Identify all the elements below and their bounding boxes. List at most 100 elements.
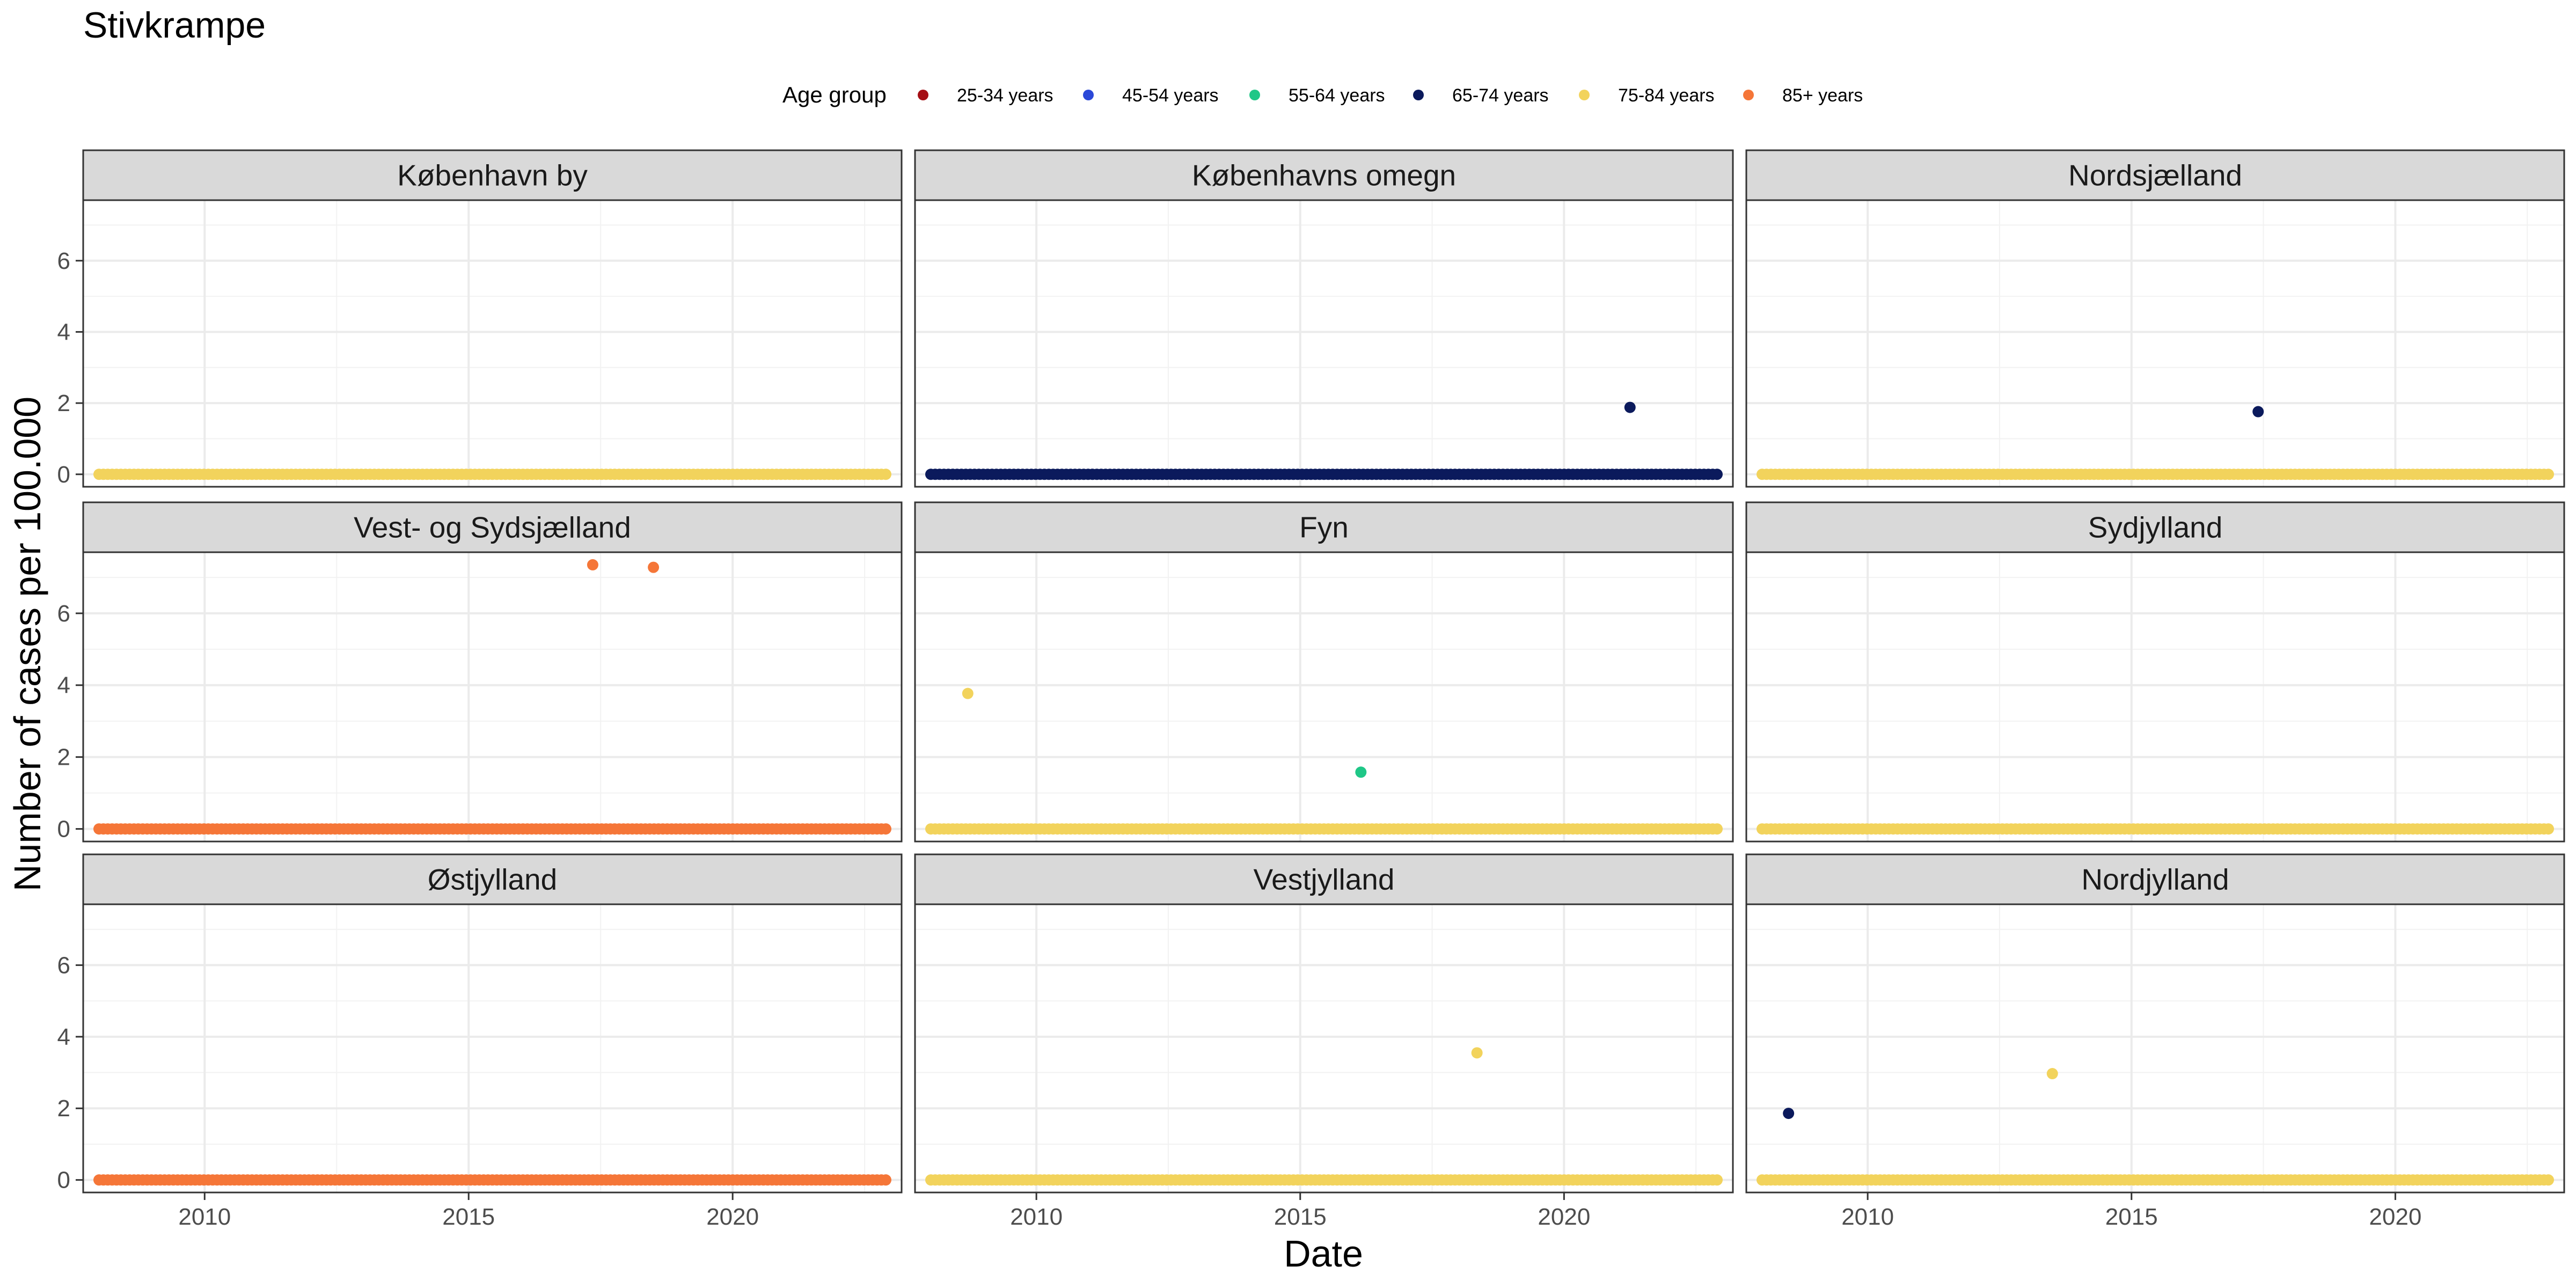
legend: Age group 25-34 years 45-54 years 55-64 yea…	[782, 82, 1863, 107]
panel-background	[915, 552, 1733, 841]
data-point-85-years	[648, 561, 660, 573]
legend-key-45-54-years	[1083, 90, 1094, 100]
chart-title: Stivkrampe	[83, 5, 266, 46]
x-tick-label: 2010	[1841, 1204, 1894, 1230]
panel-border	[1745, 551, 2565, 843]
panel-border	[82, 551, 903, 843]
y-tick-label: 6	[57, 248, 70, 274]
data-point-75-84-years	[962, 687, 974, 699]
data-point	[880, 469, 891, 480]
zero-baseline-points	[925, 469, 1723, 480]
y-tick-label: 4	[57, 319, 70, 345]
legend-item-65-74-years: 65-74 years	[1413, 85, 1549, 106]
y-tick-label: 2	[57, 390, 70, 416]
zero-baseline-points	[93, 823, 891, 835]
legend-key-85-years	[1743, 90, 1754, 100]
y-tick-label: 2	[57, 744, 70, 771]
data-point-85-years	[587, 559, 598, 570]
x-tick-label: 2010	[178, 1204, 231, 1230]
panel-border	[914, 199, 1734, 488]
panel-background	[1746, 552, 2564, 841]
facet-strip	[82, 501, 903, 553]
data-point-65-74-years	[1783, 1108, 1795, 1119]
zero-baseline-points	[93, 469, 891, 480]
facet-panel-fyn: Fyn	[914, 501, 1734, 843]
y-tick-label: 0	[57, 462, 70, 488]
panel-border	[914, 551, 1734, 843]
data-point	[2543, 469, 2555, 480]
facet-title: København by	[397, 159, 588, 192]
panel-background	[83, 200, 902, 487]
legend-label: 75-84 years	[1618, 85, 1715, 106]
legend-item-75-84-years: 75-84 years	[1579, 85, 1715, 106]
data-point	[1711, 823, 1723, 835]
facet-title: Vest- og Sydsjælland	[354, 511, 631, 544]
panel-border	[1745, 903, 2565, 1194]
y-tick-label: 0	[57, 816, 70, 843]
x-tick-label: 2020	[2369, 1204, 2421, 1230]
y-tick-label: 0	[57, 1167, 70, 1194]
panel-border	[82, 903, 903, 1194]
facet-panel-vest-og-sydsj-lland: Vest- og Sydsjælland 0 2 4 6	[57, 501, 903, 843]
data-point-75-84-years	[1471, 1047, 1483, 1059]
facet-strip	[1745, 501, 2565, 553]
legend-label: 55-64 years	[1289, 85, 1385, 106]
panel-background	[915, 200, 1733, 487]
facet-strip	[1745, 149, 2565, 201]
x-tick-label: 2015	[2105, 1204, 2158, 1230]
facet-panel-k-benhavn-by: København by 0 2 4 6	[57, 149, 903, 488]
legend-label: 65-74 years	[1452, 85, 1549, 106]
y-tick-label: 4	[57, 1024, 70, 1050]
y-tick-label: 6	[57, 952, 70, 978]
x-axis-title: Date	[1284, 1233, 1363, 1275]
facet-panel-sydjylland: Sydjylland	[1745, 501, 2565, 843]
panel-background	[83, 904, 902, 1192]
zero-baseline-points	[93, 1174, 891, 1186]
facet-title: Fyn	[1299, 511, 1349, 544]
zero-baseline-points	[1756, 1174, 2555, 1186]
legend-label: 45-54 years	[1122, 85, 1219, 106]
data-point	[880, 1174, 891, 1186]
facet-title: Nordjylland	[2081, 863, 2229, 896]
facet-strip	[1745, 853, 2565, 905]
facet-title: Nordsjælland	[2068, 159, 2242, 192]
data-point	[2543, 1174, 2555, 1186]
facet-title: Østjylland	[428, 863, 557, 896]
legend-title: Age group	[782, 82, 887, 107]
zero-baseline-points	[1756, 469, 2555, 480]
y-tick-label: 6	[57, 601, 70, 627]
legend-item-85-years: 85+ years	[1743, 85, 1863, 106]
y-tick-label: 4	[57, 672, 70, 699]
legend-key-55-64-years	[1249, 90, 1260, 100]
facet-panel-stjylland: Østjylland 0 2 4 6 2010 2015 2020	[57, 853, 903, 1230]
x-tick-label: 2015	[1274, 1204, 1327, 1230]
data-point	[2543, 823, 2555, 835]
panel-border	[914, 903, 1734, 1194]
facet-strip	[914, 149, 1734, 201]
panel-border	[82, 199, 903, 488]
legend-item-25-34-years: 25-34 years	[918, 85, 1053, 106]
legend-label: 85+ years	[1782, 85, 1863, 106]
panel-border	[1745, 199, 2565, 488]
data-point-65-74-years	[2252, 406, 2264, 418]
facet-panel-nordsj-lland: Nordsjælland	[1745, 149, 2565, 488]
facet-strip	[914, 501, 1734, 553]
facet-panel-vestjylland: Vestjylland 2010 2015 2020	[914, 853, 1734, 1230]
facet-strip	[914, 853, 1734, 905]
data-point-65-74-years	[1624, 401, 1636, 413]
x-tick-label: 2010	[1010, 1204, 1063, 1230]
legend-key-75-84-years	[1579, 90, 1590, 100]
facet-panels: København by 0 2 4 6 Københavns omegn Nordsjæl…	[57, 149, 2565, 1230]
legend-label: 25-34 years	[957, 85, 1053, 106]
legend-key-25-34-years	[918, 90, 928, 100]
zero-baseline-points	[1756, 823, 2555, 835]
panel-background	[1746, 200, 2564, 487]
panel-background	[915, 904, 1733, 1192]
zero-baseline-points	[925, 1174, 1723, 1186]
facet-panel-nordjylland: Nordjylland 2010 2015 2020	[1745, 853, 2565, 1230]
facet-title: Sydjylland	[2088, 511, 2223, 544]
facet-title: Københavns omegn	[1192, 159, 1456, 192]
legend-key-65-74-years	[1413, 90, 1424, 100]
facet-strip	[82, 149, 903, 201]
